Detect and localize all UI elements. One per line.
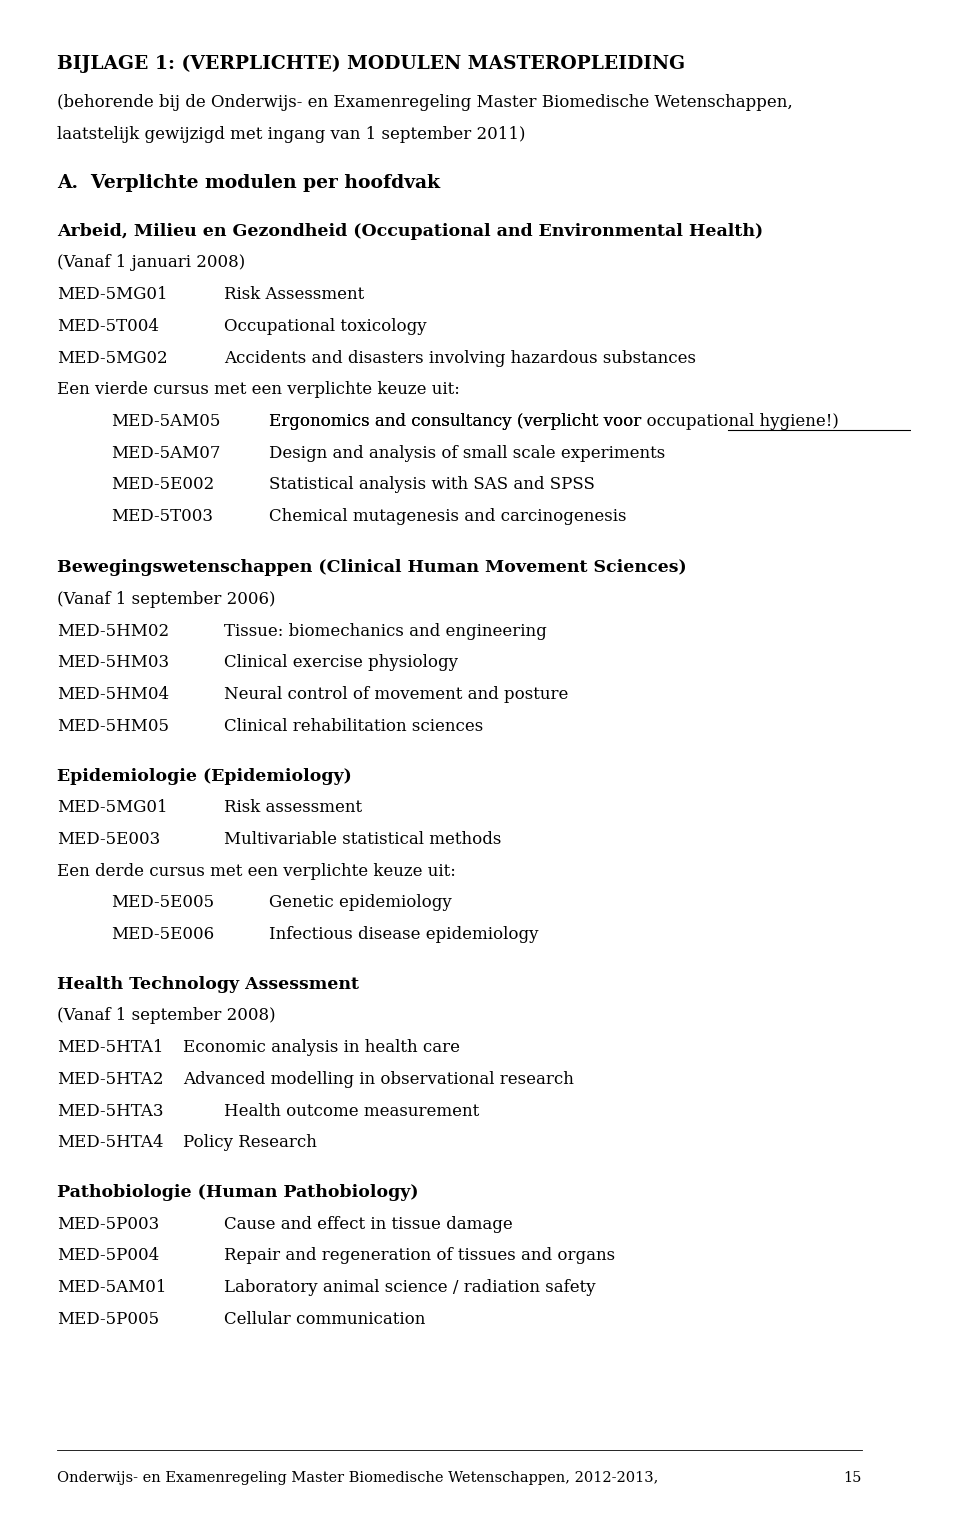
- Text: MED-5AM01: MED-5AM01: [57, 1279, 166, 1296]
- Text: MED-5E003: MED-5E003: [57, 832, 160, 848]
- Text: Tissue: biomechanics and engineering: Tissue: biomechanics and engineering: [224, 623, 547, 640]
- Text: Ergonomics and consultancy (verplicht voor occupational hygiene!: Ergonomics and consultancy (verplicht vo…: [269, 413, 832, 429]
- Text: MED-5HM02: MED-5HM02: [57, 623, 169, 640]
- Text: Risk Assessment: Risk Assessment: [224, 286, 364, 303]
- Text: Neural control of movement and posture: Neural control of movement and posture: [224, 685, 568, 704]
- Text: Chemical mutagenesis and carcinogenesis: Chemical mutagenesis and carcinogenesis: [269, 509, 627, 525]
- Text: MED-5HTA1: MED-5HTA1: [57, 1039, 163, 1055]
- Text: Pathobiologie (Human Pathobiology): Pathobiologie (Human Pathobiology): [57, 1183, 419, 1202]
- Text: MED-5MG02: MED-5MG02: [57, 349, 167, 367]
- Text: Advanced modelling in observational research: Advanced modelling in observational rese…: [183, 1071, 574, 1087]
- Text: Arbeid, Milieu en Gezondheid (Occupational and Environmental Health): Arbeid, Milieu en Gezondheid (Occupation…: [57, 222, 763, 239]
- Text: Een derde cursus met een verplichte keuze uit:: Een derde cursus met een verplichte keuz…: [57, 862, 456, 880]
- Text: Een vierde cursus met een verplichte keuze uit:: Een vierde cursus met een verplichte keu…: [57, 381, 460, 398]
- Text: Design and analysis of small scale experiments: Design and analysis of small scale exper…: [269, 445, 665, 461]
- Text: Laboratory animal science / radiation safety: Laboratory animal science / radiation sa…: [224, 1279, 595, 1296]
- Text: MED-5P005: MED-5P005: [57, 1311, 158, 1328]
- Text: Epidemiologie (Epidemiology): Epidemiologie (Epidemiology): [57, 768, 351, 784]
- Text: MED-5HTA3: MED-5HTA3: [57, 1103, 163, 1119]
- Text: Ergonomics and consultancy (verplicht voor occupational hygiene!): Ergonomics and consultancy (verplicht vo…: [269, 413, 839, 429]
- Text: MED-5T003: MED-5T003: [111, 509, 213, 525]
- Text: MED-5AM05: MED-5AM05: [111, 413, 221, 429]
- Text: Statistical analysis with SAS and SPSS: Statistical analysis with SAS and SPSS: [269, 477, 595, 493]
- Text: Occupational toxicology: Occupational toxicology: [224, 318, 426, 335]
- Text: MED-5E005: MED-5E005: [111, 894, 214, 911]
- Text: laatstelijk gewijzigd met ingang van 1 september 2011): laatstelijk gewijzigd met ingang van 1 s…: [57, 126, 525, 143]
- Text: Ergonomics and consultancy (verplicht voor: Ergonomics and consultancy (verplicht vo…: [269, 413, 647, 429]
- Text: MED-5MG01: MED-5MG01: [57, 286, 167, 303]
- Text: Infectious disease epidemiology: Infectious disease epidemiology: [269, 926, 539, 943]
- Text: Ergonomics and consultancy (verplicht voor occupational hygiene!): Ergonomics and consultancy (verplicht vo…: [269, 413, 839, 429]
- Text: 15: 15: [843, 1471, 862, 1485]
- Text: BIJLAGE 1: (VERPLICHTE) MODULEN MASTEROPLEIDING: BIJLAGE 1: (VERPLICHTE) MODULEN MASTEROP…: [57, 55, 684, 73]
- Text: MED-5AM07: MED-5AM07: [111, 445, 221, 461]
- Text: MED-5E002: MED-5E002: [111, 477, 214, 493]
- Text: MED-5HM03: MED-5HM03: [57, 655, 169, 672]
- Text: Health outcome measurement: Health outcome measurement: [224, 1103, 479, 1119]
- Text: Policy Research: Policy Research: [183, 1135, 317, 1151]
- Text: Multivariable statistical methods: Multivariable statistical methods: [224, 832, 501, 848]
- Text: Accidents and disasters involving hazardous substances: Accidents and disasters involving hazard…: [224, 349, 696, 367]
- Text: (behorende bij de Onderwijs- en Examenregeling Master Biomedische Wetenschappen,: (behorende bij de Onderwijs- en Examenre…: [57, 94, 792, 111]
- Text: Cause and effect in tissue damage: Cause and effect in tissue damage: [224, 1215, 513, 1232]
- Text: A.  Verplichte modulen per hoofdvak: A. Verplichte modulen per hoofdvak: [57, 175, 440, 192]
- Text: Bewegingswetenschappen (Clinical Human Movement Sciences): Bewegingswetenschappen (Clinical Human M…: [57, 559, 686, 576]
- Text: Clinical rehabilitation sciences: Clinical rehabilitation sciences: [224, 717, 483, 734]
- Text: MED-5T004: MED-5T004: [57, 318, 158, 335]
- Text: MED-5HTA2: MED-5HTA2: [57, 1071, 163, 1087]
- Text: Risk assessment: Risk assessment: [224, 800, 362, 816]
- Text: Health Technology Assessment: Health Technology Assessment: [57, 976, 359, 993]
- Text: MED-5E006: MED-5E006: [111, 926, 214, 943]
- Text: (Vanaf 1 januari 2008): (Vanaf 1 januari 2008): [57, 254, 245, 271]
- Text: MED-5HM05: MED-5HM05: [57, 717, 169, 734]
- Text: (Vanaf 1 september 2008): (Vanaf 1 september 2008): [57, 1008, 276, 1025]
- Text: MED-5HTA4: MED-5HTA4: [57, 1135, 163, 1151]
- Text: Economic analysis in health care: Economic analysis in health care: [183, 1039, 460, 1055]
- Text: Genetic epidemiology: Genetic epidemiology: [269, 894, 452, 911]
- Text: MED-5HM04: MED-5HM04: [57, 685, 169, 704]
- Text: Cellular communication: Cellular communication: [224, 1311, 425, 1328]
- Text: Onderwijs- en Examenregeling Master Biomedische Wetenschappen, 2012-2013,: Onderwijs- en Examenregeling Master Biom…: [57, 1471, 658, 1485]
- Text: MED-5MG01: MED-5MG01: [57, 800, 167, 816]
- Text: (Vanaf 1 september 2006): (Vanaf 1 september 2006): [57, 591, 276, 608]
- Text: MED-5P003: MED-5P003: [57, 1215, 159, 1232]
- Text: Clinical exercise physiology: Clinical exercise physiology: [224, 655, 458, 672]
- Text: Ergonomics and consultancy (verplicht voor: Ergonomics and consultancy (verplicht vo…: [269, 413, 647, 429]
- Text: Repair and regeneration of tissues and organs: Repair and regeneration of tissues and o…: [224, 1247, 615, 1264]
- Text: MED-5P004: MED-5P004: [57, 1247, 159, 1264]
